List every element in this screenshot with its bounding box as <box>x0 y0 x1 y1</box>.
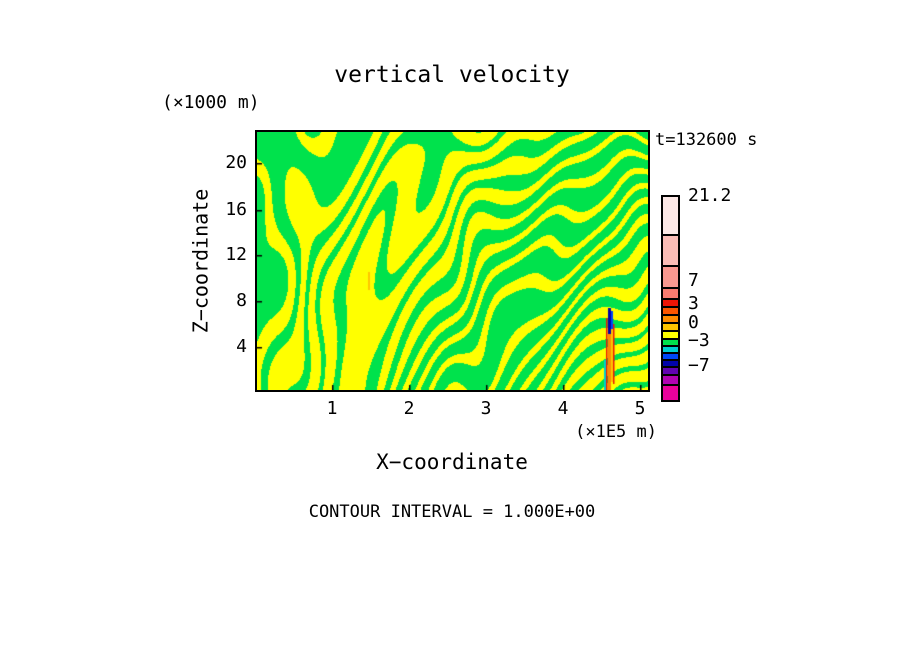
x-tick-label-2: 2 <box>403 398 415 419</box>
colorbar-tick-label-m7: −7 <box>688 355 710 376</box>
colorbar-segment-9 <box>663 338 678 345</box>
colorbar-tick-label-7: 7 <box>688 270 699 291</box>
colorbar-segment-1 <box>663 234 678 265</box>
colorbar-tick-label-0: 0 <box>688 312 699 333</box>
colorbar-segment-14 <box>663 374 678 384</box>
colorbar-segment-13 <box>663 366 678 374</box>
colorbar <box>661 195 680 402</box>
x-tick-label-4: 4 <box>557 398 569 419</box>
colorbar-segment-12 <box>663 359 678 366</box>
z-tick-label-12: 12 <box>225 244 247 265</box>
x-tick-label-5: 5 <box>634 398 646 419</box>
x-tick-label-3: 3 <box>480 398 492 419</box>
z-tick-label-20: 20 <box>225 152 247 173</box>
colorbar-segment-6 <box>663 314 678 322</box>
colorbar-tick-label-max: 21.2 <box>688 185 732 206</box>
chart-title: vertical velocity <box>334 62 570 88</box>
z-tick-label-8: 8 <box>236 290 247 311</box>
contour-plot-frame <box>255 130 650 392</box>
contour-interval-label: CONTOUR INTERVAL = 1.000E+00 <box>308 502 596 522</box>
x-axis-title: X−coordinate <box>376 450 528 474</box>
colorbar-segment-15 <box>663 384 678 400</box>
x-axis-units-label: (×1E5 m) <box>575 422 657 442</box>
colorbar-segment-7 <box>663 322 678 330</box>
colorbar-segment-3 <box>663 287 678 298</box>
colorbar-segment-4 <box>663 298 678 306</box>
z-tick-label-4: 4 <box>236 336 247 357</box>
z-axis-units-label: (×1000 m) <box>162 92 260 113</box>
colorbar-segment-11 <box>663 352 678 359</box>
colorbar-tick-label-m3: −3 <box>688 330 710 351</box>
z-tick-label-16: 16 <box>225 199 247 220</box>
time-stamp-label: t=132600 s <box>655 130 758 150</box>
contour-plot-canvas <box>257 132 648 390</box>
colorbar-tick-label-3: 3 <box>688 293 699 314</box>
x-tick-label-1: 1 <box>326 398 338 419</box>
colorbar-segment-2 <box>663 265 678 287</box>
colorbar-segment-8 <box>663 330 678 338</box>
colorbar-segment-0 <box>663 197 678 234</box>
colorbar-segment-5 <box>663 306 678 314</box>
colorbar-segment-10 <box>663 345 678 352</box>
